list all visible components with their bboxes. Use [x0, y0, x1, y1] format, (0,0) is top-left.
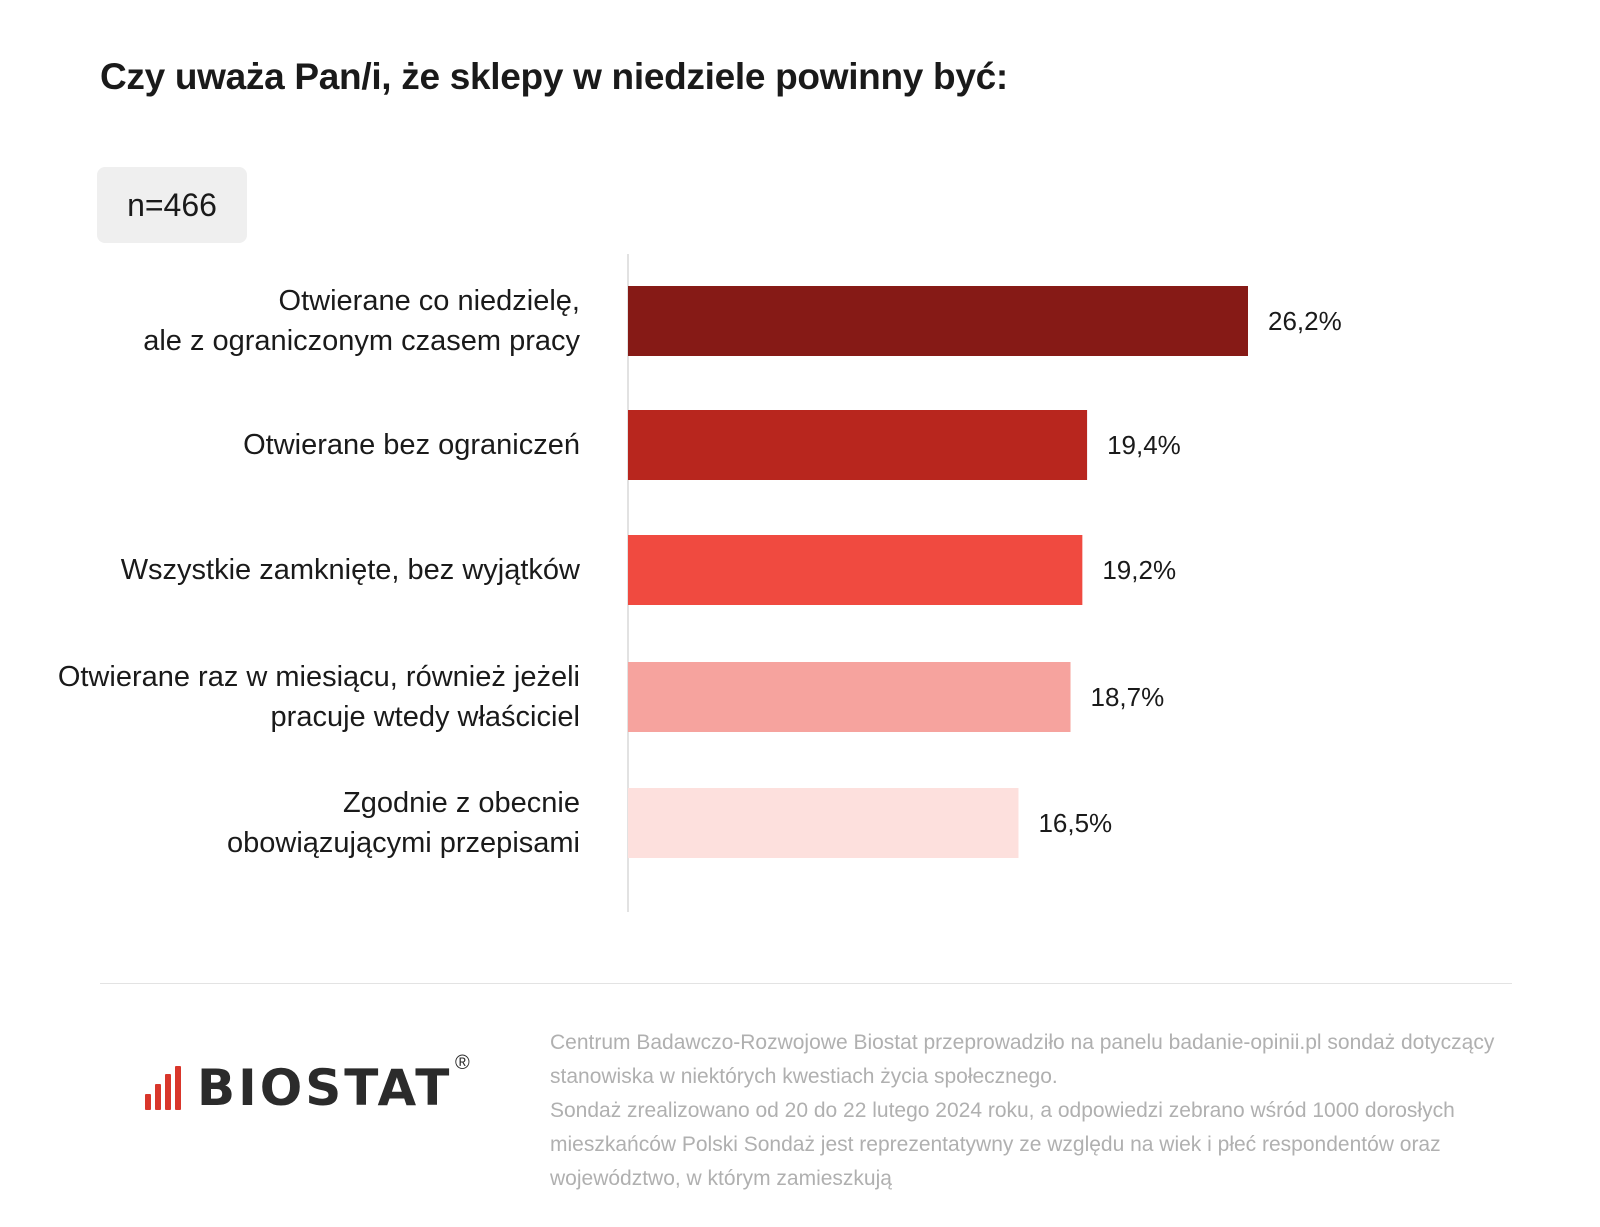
- category-label-line: obowiązującymi przepisami: [227, 827, 580, 859]
- category-label-5: Zgodnie z obecnie obowiązującymi przepisa…: [227, 783, 580, 863]
- bar-2: [628, 410, 1088, 480]
- category-label-line: Zgodnie z obecnie: [343, 787, 580, 819]
- bar-1: [628, 286, 1248, 356]
- logo-bar: [175, 1066, 181, 1110]
- footer-divider: [100, 983, 1512, 984]
- value-label-5: 16,5%: [1038, 808, 1112, 838]
- bar-5: [628, 788, 1019, 858]
- category-label-line: pracuje wtedy właściciel: [270, 701, 580, 733]
- logo-text: BIOSTAT: [197, 1059, 453, 1117]
- sample-size-badge: n=466: [97, 167, 247, 243]
- category-label-line: Otwierane co niedzielę,: [278, 285, 580, 317]
- bars-group: 26,2% 19,4% 19,2% 18,7% 16,5%: [628, 286, 1342, 858]
- footnote-line-2: Sondaż zrealizowano od 20 do 22 lutego 2…: [550, 1099, 1455, 1190]
- category-label-line: Wszystkie zamknięte, bez wyjątków: [120, 554, 580, 586]
- category-label-3: Wszystkie zamknięte, bez wyjątków: [121, 550, 580, 590]
- logo-bar: [165, 1074, 171, 1110]
- category-label-line: Otwierane raz w miesiącu, również jeżeli: [57, 661, 580, 693]
- category-label-line: ale z ograniczonym czasem pracy: [143, 325, 580, 357]
- footnote-line-1: Centrum Badawczo-Rozwojowe Biostat przep…: [550, 1031, 1495, 1088]
- logo-bar: [145, 1094, 151, 1110]
- value-label-4: 18,7%: [1091, 682, 1165, 712]
- category-label-line: Otwierane bez ograniczeń: [243, 429, 580, 461]
- biostat-logo: BIOSTAT ®: [145, 1052, 470, 1118]
- chart-title: Czy uważa Pan/i, że sklepy w niedziele p…: [100, 56, 1008, 97]
- bar-4: [628, 662, 1071, 732]
- logo-bar: [155, 1084, 161, 1110]
- value-label-1: 26,2%: [1268, 306, 1342, 336]
- bar-chart: 26,2% 19,4% 19,2% 18,7% 16,5%: [627, 254, 1342, 912]
- bar-signal-icon: [145, 1066, 181, 1110]
- category-label-4: Otwierane raz w miesiącu, również jeżeli…: [58, 657, 580, 737]
- survey-footnote: Centrum Badawczo-Rozwojowe Biostat przep…: [550, 1026, 1500, 1196]
- value-label-2: 19,4%: [1107, 430, 1181, 460]
- value-label-3: 19,2%: [1102, 555, 1176, 585]
- bar-3: [628, 535, 1083, 605]
- category-label-2: Otwierane bez ograniczeń: [243, 425, 580, 465]
- registered-mark: ®: [455, 1052, 470, 1074]
- category-label-1: Otwierane co niedzielę, ale z ograniczony…: [143, 281, 580, 361]
